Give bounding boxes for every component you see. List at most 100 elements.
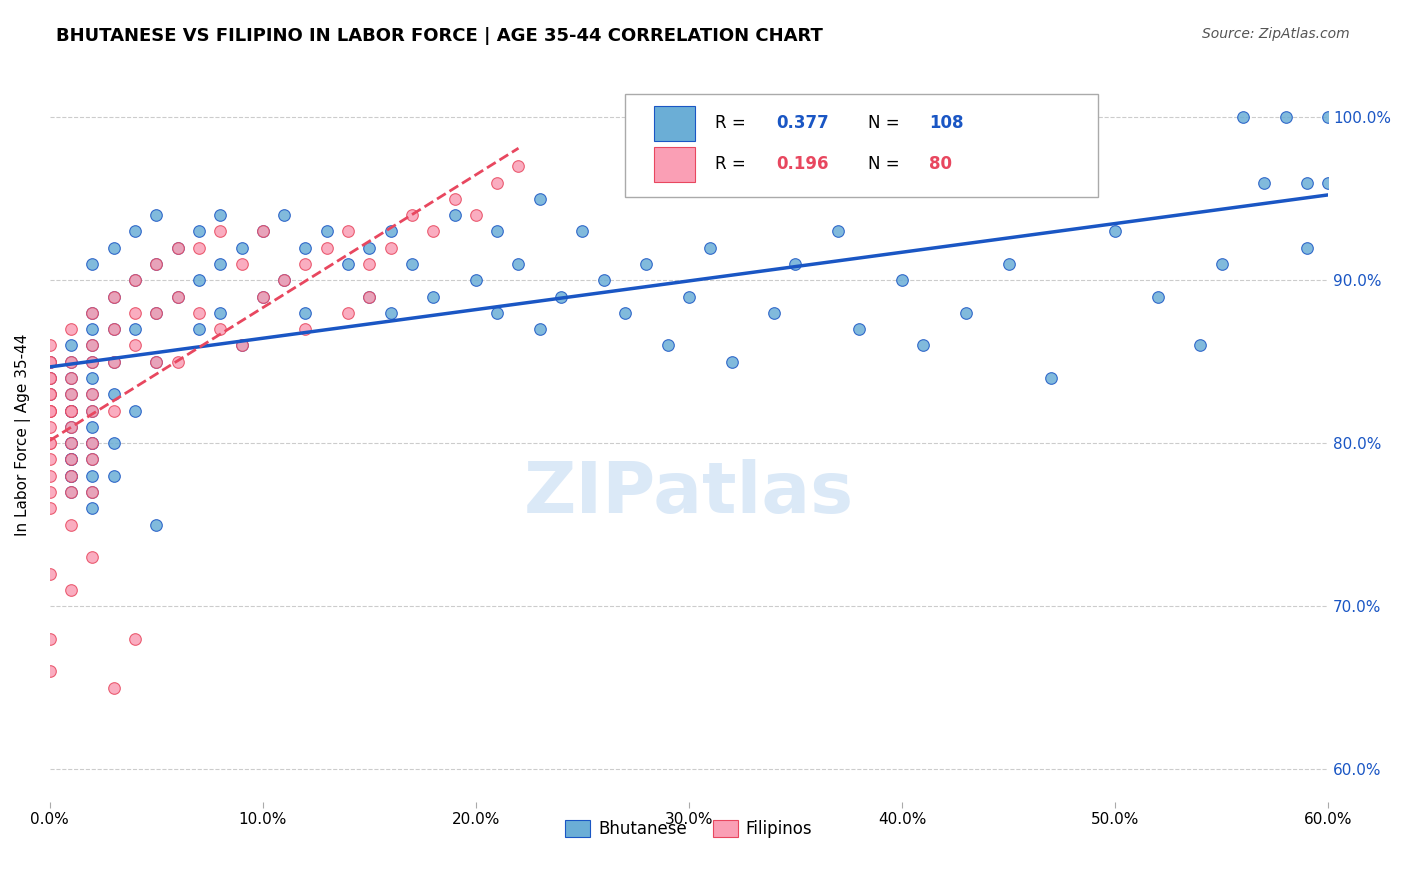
- Bhutanese: [82, 257, 104, 271]
- Filipinos: [252, 224, 274, 238]
- Bhutanese: [401, 257, 423, 271]
- Bhutanese: [82, 403, 104, 417]
- Filipinos: [38, 468, 60, 483]
- Bhutanese: [785, 257, 807, 271]
- Bhutanese: [124, 224, 146, 238]
- Bhutanese: [60, 468, 83, 483]
- Filipinos: [145, 355, 167, 369]
- Bhutanese: [891, 273, 914, 287]
- Filipinos: [38, 403, 60, 417]
- Bhutanese: [166, 241, 188, 255]
- Bhutanese: [103, 436, 125, 450]
- Filipinos: [380, 241, 402, 255]
- Bhutanese: [187, 224, 209, 238]
- Filipinos: [209, 224, 232, 238]
- Bhutanese: [82, 468, 104, 483]
- Filipinos: [401, 208, 423, 222]
- Filipinos: [60, 322, 83, 336]
- Filipinos: [60, 485, 83, 500]
- Bhutanese: [763, 306, 786, 320]
- Bhutanese: [464, 273, 486, 287]
- Filipinos: [60, 371, 83, 385]
- Bhutanese: [60, 436, 83, 450]
- Bhutanese: [359, 241, 381, 255]
- Bhutanese: [103, 289, 125, 303]
- Filipinos: [273, 273, 295, 287]
- Filipinos: [359, 289, 381, 303]
- Filipinos: [103, 322, 125, 336]
- Bhutanese: [422, 289, 444, 303]
- Filipinos: [231, 257, 253, 271]
- Filipinos: [38, 632, 60, 646]
- Bhutanese: [82, 420, 104, 434]
- Filipinos: [166, 289, 188, 303]
- Filipinos: [209, 322, 232, 336]
- Filipinos: [60, 436, 83, 450]
- Bhutanese: [614, 306, 637, 320]
- Filipinos: [38, 355, 60, 369]
- Filipinos: [103, 355, 125, 369]
- Bhutanese: [1253, 176, 1275, 190]
- Bhutanese: [60, 452, 83, 467]
- Bhutanese: [997, 257, 1019, 271]
- Filipinos: [294, 257, 316, 271]
- Filipinos: [145, 257, 167, 271]
- Bhutanese: [145, 355, 167, 369]
- Bhutanese: [231, 241, 253, 255]
- Bhutanese: [145, 517, 167, 532]
- Filipinos: [60, 452, 83, 467]
- Filipinos: [38, 403, 60, 417]
- Bhutanese: [1104, 224, 1126, 238]
- Filipinos: [38, 436, 60, 450]
- Bhutanese: [359, 289, 381, 303]
- Bhutanese: [273, 208, 295, 222]
- Bhutanese: [187, 273, 209, 287]
- Bhutanese: [1274, 111, 1296, 125]
- Bhutanese: [166, 289, 188, 303]
- Bhutanese: [60, 436, 83, 450]
- Bhutanese: [571, 224, 593, 238]
- Bhutanese: [252, 224, 274, 238]
- Bhutanese: [82, 306, 104, 320]
- Text: 80: 80: [929, 155, 952, 173]
- Bhutanese: [145, 306, 167, 320]
- Bhutanese: [1146, 289, 1168, 303]
- Filipinos: [166, 241, 188, 255]
- Filipinos: [38, 420, 60, 434]
- Bhutanese: [60, 485, 83, 500]
- Filipinos: [124, 273, 146, 287]
- FancyBboxPatch shape: [626, 95, 1098, 197]
- Filipinos: [82, 338, 104, 352]
- Bhutanese: [103, 468, 125, 483]
- Filipinos: [82, 550, 104, 565]
- Bhutanese: [486, 306, 509, 320]
- Filipinos: [103, 403, 125, 417]
- Bhutanese: [657, 338, 679, 352]
- Filipinos: [82, 355, 104, 369]
- Bhutanese: [294, 306, 316, 320]
- Filipinos: [187, 306, 209, 320]
- Bhutanese: [124, 403, 146, 417]
- Bhutanese: [60, 371, 83, 385]
- Filipinos: [38, 436, 60, 450]
- Bhutanese: [529, 192, 551, 206]
- Filipinos: [38, 403, 60, 417]
- Filipinos: [82, 452, 104, 467]
- Bhutanese: [145, 257, 167, 271]
- Bhutanese: [443, 208, 465, 222]
- Bhutanese: [82, 452, 104, 467]
- Filipinos: [38, 566, 60, 581]
- Bhutanese: [38, 355, 60, 369]
- Filipinos: [38, 452, 60, 467]
- Bhutanese: [82, 355, 104, 369]
- Bhutanese: [103, 355, 125, 369]
- Bhutanese: [82, 501, 104, 516]
- FancyBboxPatch shape: [654, 146, 696, 182]
- Bhutanese: [337, 257, 360, 271]
- Bhutanese: [273, 273, 295, 287]
- Bhutanese: [60, 403, 83, 417]
- Bhutanese: [82, 322, 104, 336]
- Bhutanese: [315, 224, 337, 238]
- Bhutanese: [82, 485, 104, 500]
- Filipinos: [166, 355, 188, 369]
